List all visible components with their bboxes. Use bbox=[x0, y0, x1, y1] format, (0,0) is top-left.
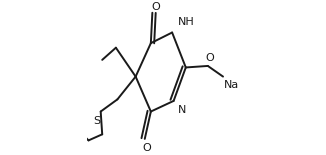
Text: O: O bbox=[206, 53, 215, 63]
Text: O: O bbox=[143, 143, 151, 153]
Text: N: N bbox=[178, 105, 186, 115]
Text: O: O bbox=[152, 2, 160, 12]
Text: S: S bbox=[93, 116, 100, 126]
Text: Na: Na bbox=[224, 80, 239, 90]
Text: NH: NH bbox=[177, 17, 194, 27]
